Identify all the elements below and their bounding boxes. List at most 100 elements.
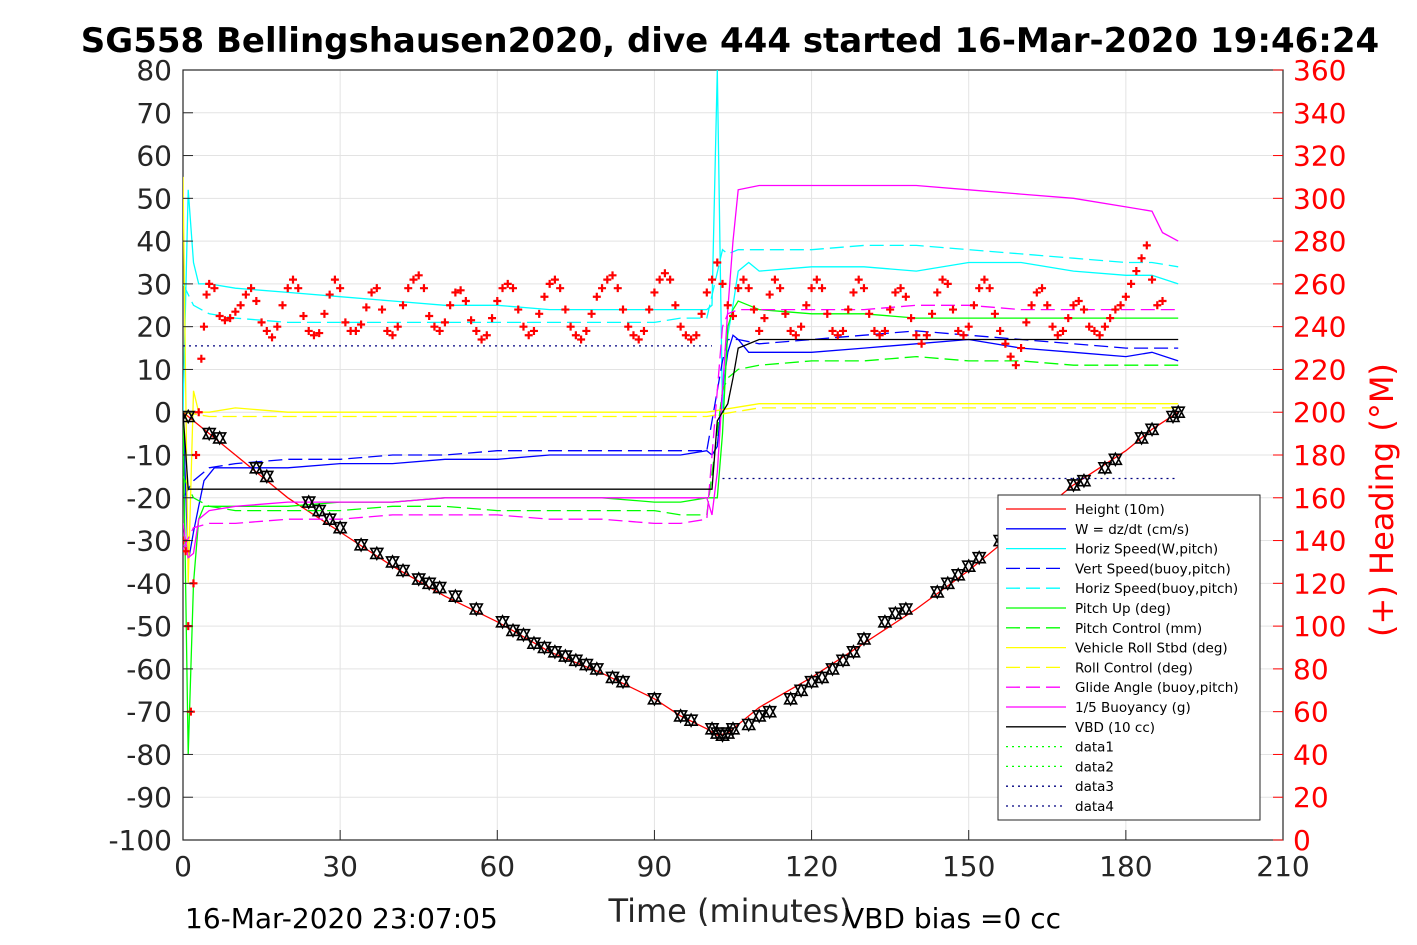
legend-label-2: Horiz Speed(W,pitch): [1075, 542, 1218, 558]
heading-point: [1095, 331, 1104, 340]
height-marker-alt: [1097, 462, 1113, 476]
heading-point: [723, 301, 732, 310]
heading-point: [357, 320, 366, 329]
height-marker-alt: [385, 556, 400, 570]
heading-point: [378, 305, 387, 314]
x-tick-label: 150: [942, 850, 995, 883]
heading-point: [1127, 279, 1136, 288]
height-marker-alt: [526, 637, 542, 651]
heading-point: [812, 275, 821, 284]
heading-point: [1043, 301, 1052, 310]
heading-point: [1085, 322, 1094, 331]
heading-point: [514, 305, 523, 314]
heading-point: [1048, 322, 1057, 331]
heading-point: [697, 309, 706, 318]
heading-point: [202, 290, 211, 299]
heading-point: [192, 451, 201, 459]
y2-tick-label: 320: [1293, 140, 1346, 173]
heading-point: [1100, 322, 1109, 331]
heading-point: [325, 290, 334, 299]
heading-point: [844, 305, 853, 314]
heading-point: [917, 339, 926, 348]
heading-point: [320, 309, 329, 318]
heading-point: [498, 284, 507, 293]
heading-point: [529, 326, 538, 335]
heading-point: [210, 284, 219, 293]
heading-point: [220, 316, 229, 325]
height-marker-alt: [1108, 453, 1123, 467]
heading-point: [1111, 305, 1120, 314]
heading-point: [393, 322, 402, 331]
height-marker-alt: [568, 654, 584, 669]
heading-point: [446, 301, 455, 310]
heading-point: [666, 275, 675, 284]
heading-point: [226, 314, 235, 323]
heading-point: [980, 275, 989, 284]
heading-point: [807, 284, 816, 293]
heading-point: [938, 275, 947, 284]
height-marker-alt: [762, 705, 778, 720]
heading-point: [315, 329, 324, 338]
y-tick-label: -100: [108, 824, 172, 857]
legend-label-7: Vehicle Roll Stbd (deg): [1075, 641, 1228, 657]
height-marker-alt: [259, 470, 275, 485]
heading-point: [729, 311, 737, 320]
legend-label-4: Horiz Speed(buoy,pitch): [1075, 581, 1238, 597]
height-marker-alt: [505, 624, 521, 639]
heading-point: [949, 305, 957, 314]
heading-point: [608, 271, 617, 280]
heading-point: [1059, 326, 1067, 335]
heading-point: [708, 275, 717, 284]
legend-label-8: Roll Control (deg): [1075, 660, 1193, 676]
heading-point: [341, 318, 350, 327]
heading-point: [907, 314, 916, 323]
y-ticks: 80 70 60 50 40 30 20 10 0 -10 -20 -30 -40 -50 -60 -70 -8…: [108, 54, 193, 857]
heading-point: [425, 311, 434, 320]
series-line-8: [183, 407, 1179, 418]
height-marker-alt: [793, 684, 809, 698]
heading-point: [713, 258, 722, 267]
heading-point: [278, 301, 287, 310]
series-line-11: [183, 338, 1179, 490]
heading-point: [875, 331, 884, 340]
x-tick-label: 30: [322, 850, 358, 883]
height-marker-alt: [448, 590, 463, 604]
heading-point: [289, 275, 297, 284]
y2-tick-label: 20: [1293, 781, 1329, 814]
height-marker-alt: [183, 410, 196, 425]
heading-point: [247, 284, 256, 293]
heading-point: [880, 326, 889, 335]
heading-point: [1132, 267, 1141, 276]
heading-point: [639, 326, 648, 335]
heading-point: [671, 301, 680, 310]
height-marker-alt: [537, 641, 552, 656]
height-marker-alt: [353, 539, 369, 553]
y2-tick-label: 160: [1293, 482, 1346, 515]
heading-point: [933, 288, 942, 297]
markers-layer: [183, 404, 1186, 743]
height-marker-alt: [929, 586, 945, 600]
heading-point: [351, 326, 360, 335]
heading-point: [791, 331, 800, 340]
heading-point: [199, 322, 208, 331]
heading-point: [257, 318, 266, 327]
x-tick-label: 90: [637, 850, 673, 883]
heading-point: [309, 331, 318, 340]
heading-point: [959, 331, 968, 340]
heading-point: [650, 288, 659, 297]
y-tick-label: -70: [126, 696, 172, 729]
legend-label-0: Height (10m): [1075, 502, 1165, 518]
heading-point: [1006, 352, 1015, 361]
x-ticks: 0 30 60 90 120 150 180 210: [174, 830, 1310, 883]
height-marker-alt: [578, 658, 594, 673]
heading-point: [545, 279, 554, 288]
y-tick-label: -80: [126, 738, 172, 771]
heading-point: [550, 275, 559, 284]
height-marker-alt: [516, 628, 531, 643]
legend-label-5: Pitch Up (deg): [1075, 601, 1171, 617]
heading-point: [268, 333, 277, 342]
heading-point: [744, 284, 753, 293]
y2-tick-label: 120: [1293, 567, 1346, 600]
legend-label-9: Glide Angle (buoy,pitch): [1075, 680, 1239, 696]
footer-vbd-bias: VBD bias =0 cc: [845, 902, 1061, 935]
